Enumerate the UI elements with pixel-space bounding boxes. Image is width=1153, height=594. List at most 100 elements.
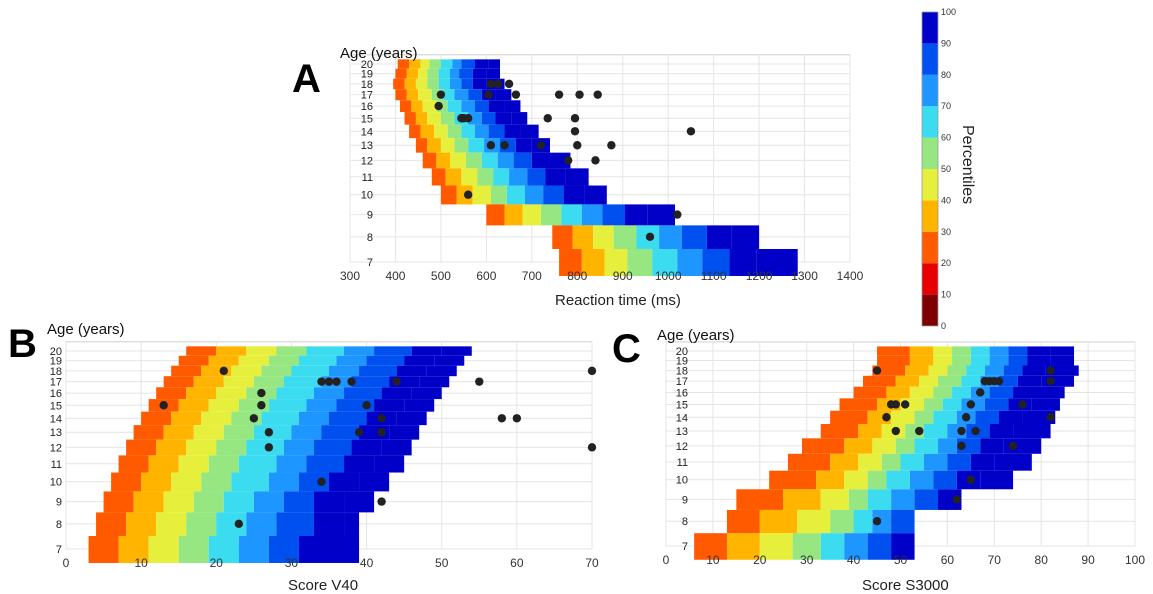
percentile-cell — [506, 185, 525, 205]
data-point — [563, 156, 573, 165]
percentile-cell — [513, 152, 532, 169]
percentile-cell — [223, 425, 254, 440]
percentile-cell — [238, 455, 277, 473]
percentile-cell — [923, 453, 948, 471]
y-tick-label: 17 — [676, 376, 688, 388]
data-point — [891, 400, 901, 409]
data-point — [1018, 400, 1027, 409]
percentile-cell — [550, 152, 571, 169]
percentile-cell — [427, 138, 441, 153]
y-tick-label: 14 — [50, 413, 62, 425]
percentile-cell — [702, 248, 730, 276]
y-tick-label: 8 — [367, 232, 373, 244]
x-tick-label: 800 — [567, 269, 587, 283]
percentile-cell — [488, 100, 505, 113]
percentile-cell — [336, 355, 367, 366]
percentile-cell — [928, 365, 948, 376]
x-tick-label: 50 — [435, 556, 449, 570]
percentile-cell — [488, 124, 505, 139]
colorbar-segment — [922, 200, 938, 232]
percentile-cell — [540, 204, 562, 226]
percentile-cell — [647, 204, 675, 226]
percentile-cell — [126, 439, 157, 456]
percentile-cell — [313, 439, 352, 456]
percentile-cell — [1008, 346, 1028, 356]
percentile-cell — [952, 355, 971, 366]
x-tick-label: 20 — [753, 553, 767, 567]
percentile-cell — [858, 453, 882, 471]
percentile-cell — [163, 425, 194, 440]
y-tick-label: 18 — [361, 79, 373, 91]
percentile-cell — [359, 365, 397, 377]
percentile-cell — [706, 225, 732, 249]
y-tick-label: 14 — [676, 412, 688, 424]
data-point — [607, 141, 616, 150]
y-tick-label: 12 — [361, 155, 373, 167]
y-tick-label: 9 — [56, 497, 62, 509]
percentile-cell — [461, 59, 475, 69]
percentile-cell — [787, 453, 831, 471]
percentile-cell — [509, 168, 528, 186]
percentile-cell — [923, 398, 943, 411]
percentile-cell — [409, 59, 421, 69]
percentile-cell — [961, 375, 981, 387]
percentile-cell — [867, 470, 887, 490]
percentile-cell — [905, 365, 929, 376]
percentile-cell — [156, 439, 187, 456]
colorbar-tick-label: 30 — [941, 227, 951, 237]
percentile-cell — [947, 453, 971, 471]
percentile-cell — [111, 472, 142, 492]
percentile-cell — [909, 355, 934, 366]
y-tick-label: 16 — [50, 388, 62, 400]
percentile-cell — [261, 365, 292, 377]
x-tick-label: 1200 — [746, 269, 773, 283]
data-point — [645, 232, 655, 242]
y-tick-label: 9 — [682, 494, 688, 506]
y-tick-label: 13 — [361, 140, 373, 152]
percentile-cell — [681, 225, 707, 249]
y-tick-label: 15 — [676, 399, 688, 411]
percentile-cell — [886, 386, 910, 399]
percentile-cell — [141, 472, 172, 492]
percentile-cell — [148, 535, 179, 563]
x-tick-label: 400 — [385, 269, 405, 283]
percentile-cell — [393, 78, 405, 90]
percentile-cell — [975, 410, 999, 425]
percentile-cell — [351, 376, 390, 388]
x-tick-label: 30 — [800, 553, 814, 567]
panel-b-letter: B — [8, 322, 37, 366]
percentile-cell — [938, 375, 962, 387]
percentile-cell — [253, 376, 284, 388]
y-tick-label: 19 — [50, 356, 62, 368]
percentile-cell — [447, 100, 462, 113]
percentile-cell — [729, 248, 757, 276]
percentile-cell — [434, 355, 465, 366]
percentile-cell — [374, 346, 412, 356]
data-point — [434, 101, 443, 111]
x-tick-label: 100 — [1125, 553, 1145, 567]
y-tick-label: 10 — [361, 190, 373, 202]
percentile-cell — [216, 387, 247, 400]
percentile-cell — [397, 59, 410, 69]
percentile-cell — [404, 78, 416, 90]
y-tick-label: 12 — [50, 442, 62, 454]
percentile-cell — [178, 535, 209, 563]
percentile-cell — [853, 386, 887, 399]
y-tick-label: 10 — [676, 475, 688, 487]
percentile-cell — [613, 225, 637, 249]
percentile-cell — [268, 355, 299, 366]
percentile-cell — [445, 168, 462, 186]
percentile-cell — [495, 112, 512, 125]
percentile-cell — [520, 124, 539, 139]
colorbar-segment — [922, 74, 938, 107]
data-point — [994, 376, 1004, 386]
percentile-cell — [900, 453, 924, 471]
percentile-cell — [238, 535, 269, 563]
percentile-cell — [193, 376, 224, 388]
percentile-cell — [186, 346, 217, 356]
percentile-cell — [652, 248, 678, 276]
percentile-cell — [178, 455, 209, 473]
